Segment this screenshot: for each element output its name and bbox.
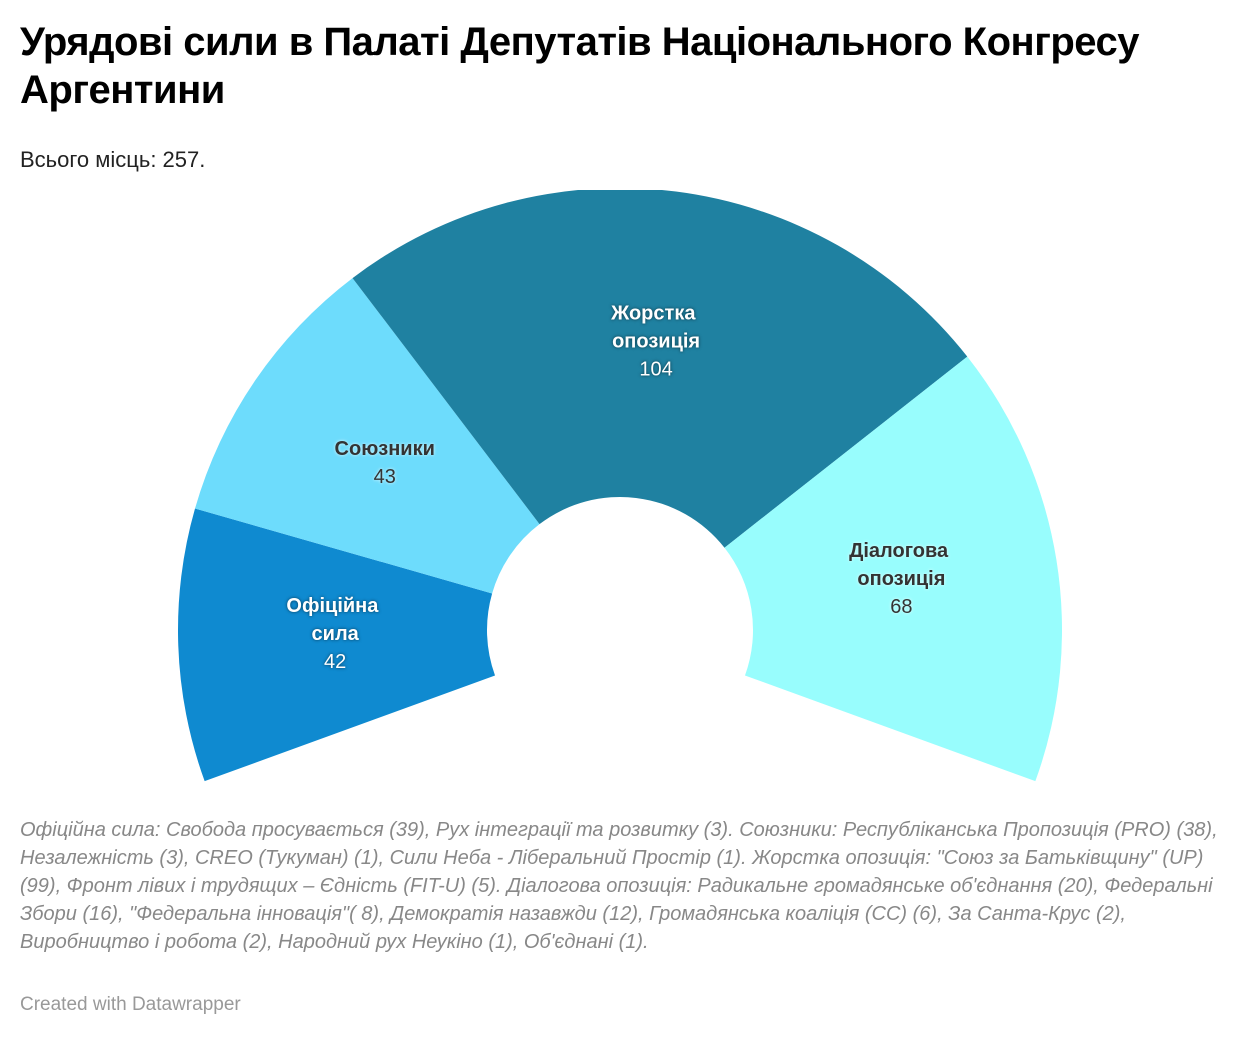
slice (352, 190, 968, 548)
chart-subtitle: Всього місць: 257. (20, 147, 206, 172)
slice-value: 104 (639, 358, 672, 380)
slice (195, 278, 540, 594)
credit: Created with Datawrapper (20, 994, 241, 1015)
slice (724, 356, 1062, 782)
chart-title: Урядові сили в Палаті Депутатів Націонал… (20, 20, 1140, 112)
slice-label: Жорстка опозиція (610, 302, 701, 352)
slice (178, 508, 496, 782)
slice-label: Діалогова опозиція (849, 540, 954, 590)
slice-label: Офіційна сила (286, 595, 384, 645)
slice-value: 68 (890, 596, 912, 618)
slice-value: 42 (324, 651, 346, 673)
slice-value: 43 (374, 466, 396, 488)
chart-notes: Офіційна сила: Свобода просувається (39)… (20, 819, 1218, 953)
slice-label: Союзники (335, 438, 435, 460)
chart: Офіційна сила 42 Союзники 43 Жорстка опозиці… (178, 190, 1062, 782)
